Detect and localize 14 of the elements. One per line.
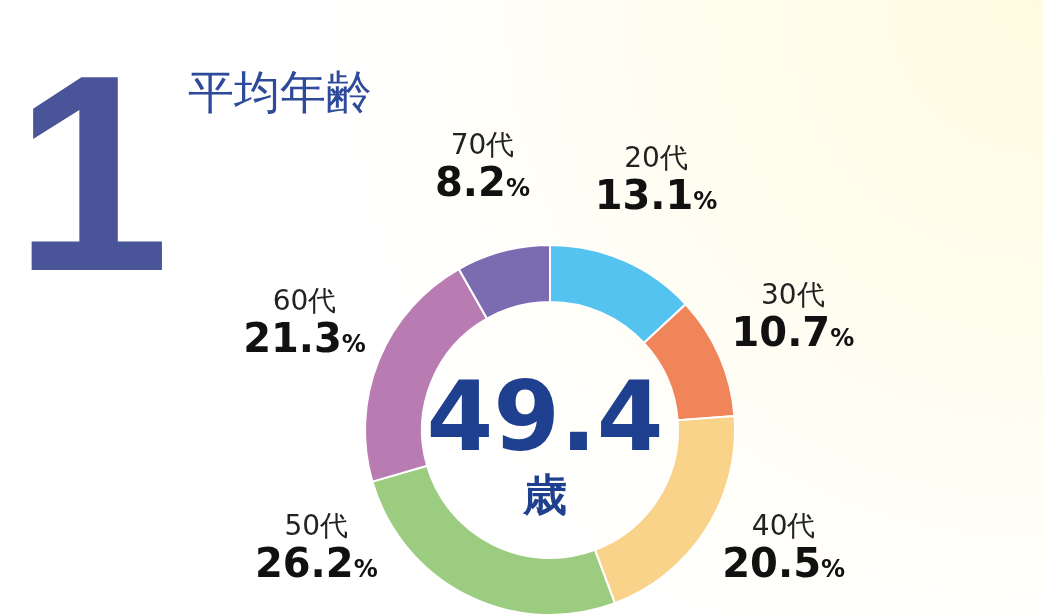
data-label: 26.2% [254, 540, 378, 586]
slice-label: 70代 [450, 127, 515, 161]
slice-label: 30代 [761, 277, 825, 311]
chart-title: 平均年齢 [188, 64, 372, 121]
data-label: 20.5% [722, 540, 846, 586]
data-label: 21.3% [243, 315, 366, 362]
slice-label: 20代 [624, 141, 688, 175]
text: 1 [14, 17, 170, 329]
data-label: 8.2% [435, 158, 530, 205]
slice-label: 60代 [272, 284, 337, 318]
slice-label: 40代 [751, 509, 816, 542]
data-label: 13.1% [594, 172, 718, 219]
data-label: 10.7% [731, 308, 855, 355]
slice-label: 50代 [284, 509, 349, 542]
